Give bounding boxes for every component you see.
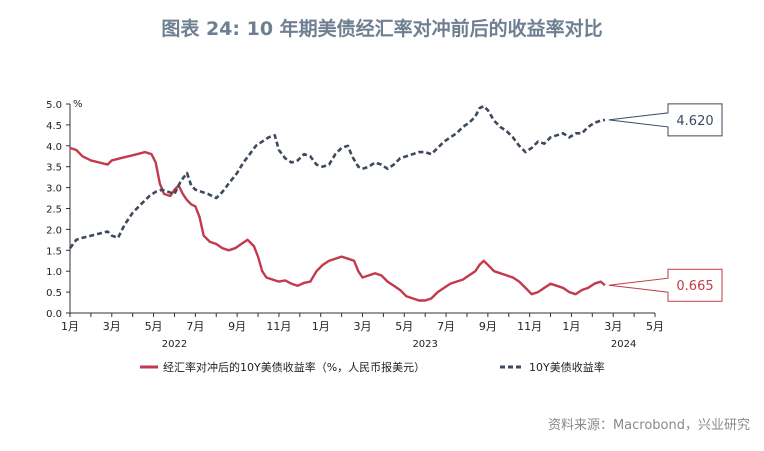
x-tick-label: 11月 <box>266 320 291 333</box>
y-tick-label: 4.0 <box>46 142 62 153</box>
series-line-treasury <box>68 104 606 249</box>
x-tick-label: 9月 <box>228 320 246 333</box>
y-tick-label: 2.0 <box>46 225 62 236</box>
y-tick-label: 1.5 <box>46 246 62 257</box>
value-callout-label: 4.620 <box>676 114 713 129</box>
x-tick-label: 1月 <box>312 320 330 333</box>
y-tick-label: 0.0 <box>46 309 62 320</box>
y-tick-label: 2.5 <box>46 205 62 216</box>
y-tick-label: 4.5 <box>46 121 62 132</box>
x-year-label: 2024 <box>611 339 636 350</box>
x-tick-label: 11月 <box>517 320 542 333</box>
legend-label-treasury: 10Y美债收益率 <box>529 360 605 374</box>
x-tick-label: 9月 <box>479 320 497 333</box>
x-year-label: 2023 <box>412 339 437 350</box>
chart-title: 图表 24: 10 年期美债经汇率对冲前后的收益率对比 <box>161 18 603 40</box>
y-axis-unit: % <box>73 99 83 110</box>
x-tick-label: 3月 <box>604 320 622 333</box>
value-callout-label: 0.665 <box>676 279 713 294</box>
x-year-label: 2022 <box>162 339 187 350</box>
x-tick-label: 5月 <box>145 320 163 333</box>
legend-label-hedged: 经汇率对冲后的10Y美债收益率（%，人民币报美元） <box>163 360 425 374</box>
x-tick-label: 1月 <box>61 320 79 333</box>
source-note: 资料来源：Macrobond，兴业研究 <box>547 418 750 433</box>
y-tick-label: 5.0 <box>46 100 62 111</box>
x-tick-label: 5月 <box>395 320 413 333</box>
series-lines <box>68 104 606 302</box>
value-callouts: 0.665 4.620 <box>608 103 723 302</box>
axes: 0.0 0.5 1.0 1.5 2.0 2.5 3.0 3.5 4.0 4.5 5.0 % 1月 3月 5月… <box>46 99 664 350</box>
x-tick-label: 7月 <box>186 320 204 333</box>
x-tick-label: 3月 <box>354 320 372 333</box>
series-line-hedged <box>69 146 606 302</box>
y-tick-label: 0.5 <box>46 288 62 299</box>
y-tick-label: 3.5 <box>46 163 62 174</box>
x-tick-label: 3月 <box>103 320 121 333</box>
value-callout-box <box>608 268 723 302</box>
x-tick-label: 5月 <box>646 320 664 333</box>
x-tick-label: 7月 <box>437 320 455 333</box>
legend: 经汇率对冲后的10Y美债收益率（%，人民币报美元） 10Y美债收益率 <box>140 360 605 374</box>
value-callout-box <box>608 103 723 137</box>
y-tick-label: 3.0 <box>46 184 62 195</box>
x-tick-label: 1月 <box>562 320 580 333</box>
y-tick-label: 1.0 <box>46 267 62 278</box>
